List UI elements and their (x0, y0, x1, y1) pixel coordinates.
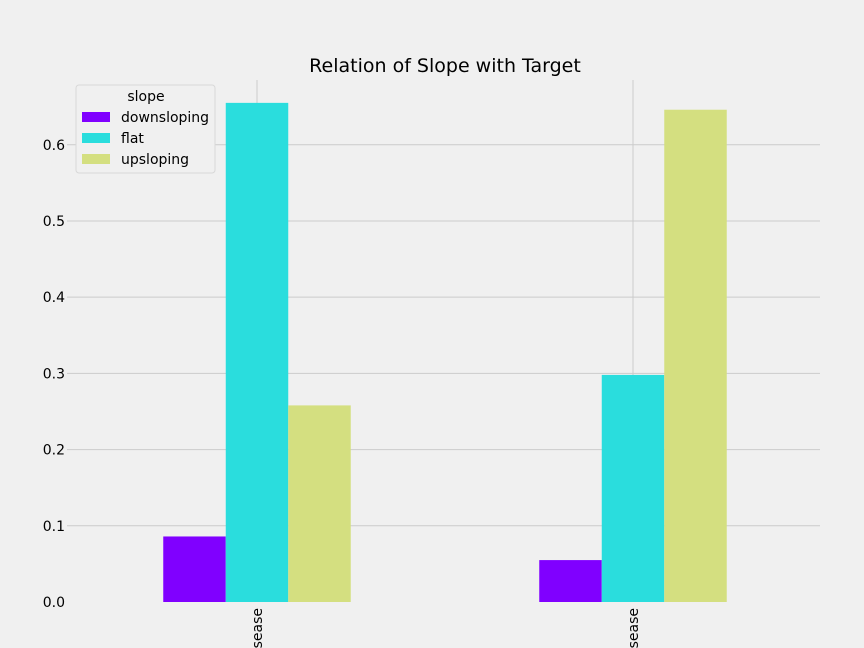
legend-swatch-flat (82, 133, 110, 143)
y-tick-label: 0.2 (43, 443, 65, 459)
y-tick-label: 0.4 (43, 290, 65, 306)
bar-upsloping-1 (288, 405, 351, 602)
legend-label-upsloping: upsloping (121, 152, 189, 168)
legend-title: slope (127, 89, 164, 105)
y-tick-label: 0.1 (43, 519, 65, 535)
bar-downsloping-1 (163, 536, 226, 602)
bar-downsloping-2 (539, 560, 602, 602)
x-tick-label: sease (626, 608, 642, 648)
bar-flat-1 (225, 102, 289, 602)
x-axis-ticks: sease sease (250, 608, 642, 648)
y-tick-label: 0.5 (43, 214, 65, 230)
y-axis-ticks: 0.0 0.1 0.2 0.3 0.4 0.5 0.6 (43, 138, 65, 611)
bar-upsloping-2 (664, 109, 727, 602)
legend-swatch-upsloping (82, 154, 110, 164)
bar-flat-2 (601, 374, 665, 602)
legend-swatch-downsloping (82, 112, 110, 122)
bars (163, 102, 727, 602)
y-tick-label: 0.0 (43, 595, 65, 611)
x-tick-label: sease (250, 608, 266, 648)
legend: slope downsloping flat upsloping (75, 84, 216, 174)
legend-box (75, 84, 216, 174)
y-tick-label: 0.3 (43, 366, 65, 382)
legend-label-flat: flat (121, 131, 144, 147)
y-tick-label: 0.6 (43, 138, 65, 154)
legend-label-downsloping: downsloping (121, 110, 209, 126)
chart-title: Relation of Slope with Target (309, 55, 581, 77)
